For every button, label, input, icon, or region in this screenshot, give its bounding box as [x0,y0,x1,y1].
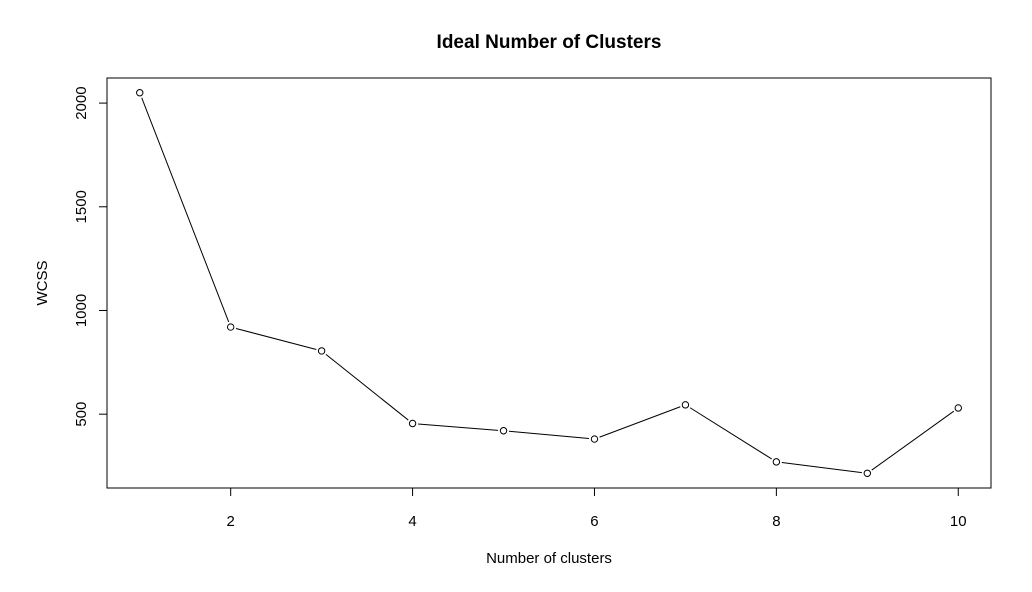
data-point [317,347,326,355]
series-segment [689,407,772,460]
x-tick-label: 4 [408,513,416,530]
series-segment [325,353,409,421]
series-segment [235,327,317,351]
series-segment [508,430,590,440]
x-tick-label: 6 [590,513,598,530]
x-axis: 2 4 6 8 10 [227,487,967,530]
y-tick-label: 1500 [73,190,90,223]
x-tick-label: 10 [950,513,967,530]
y-tick-label: 2000 [73,86,90,119]
data-point [408,419,417,428]
x-tick-label: 8 [772,513,780,530]
plot-box [106,77,992,489]
data-point [954,404,962,412]
y-axis-label: WCSS [34,261,51,306]
data-point [590,435,599,443]
y-axis: 500 1000 1500 2000 [73,86,108,427]
series-segment [781,462,862,474]
chart-title: Ideal Number of Clusters [437,32,662,53]
x-tick-label: 2 [227,513,235,530]
data-point [226,323,235,331]
x-axis-label: Number of clusters [486,550,612,567]
series-segment [871,410,955,471]
series-segment [418,423,499,431]
y-tick-label: 1000 [73,294,90,327]
series-segment [599,406,681,438]
y-tick-label: 500 [73,402,90,427]
series-layer [136,89,962,477]
data-point [681,401,690,409]
data-point [863,469,872,477]
data-point [772,458,781,466]
series-segment [141,97,230,323]
data-point [136,89,144,97]
data-point [499,427,508,435]
